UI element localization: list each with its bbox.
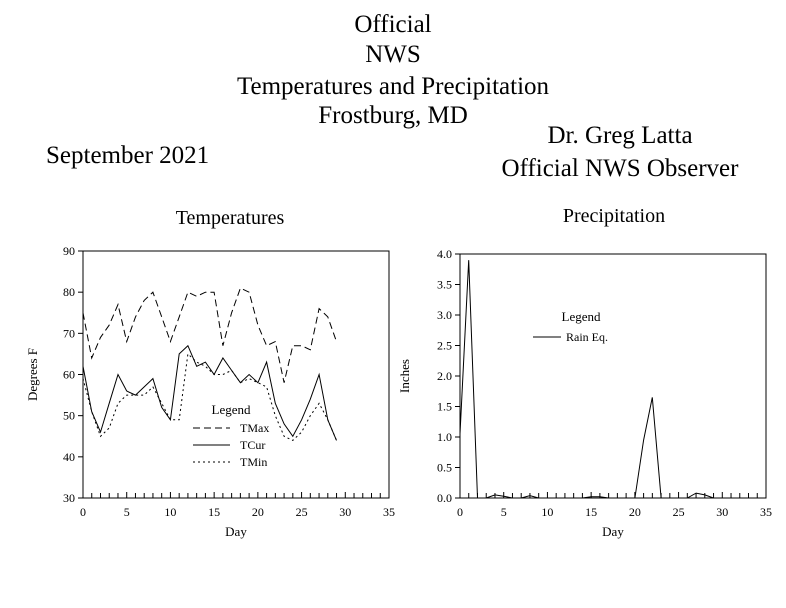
month-label: September 2021: [46, 142, 210, 169]
precip-series-rain-eq--line: [459, 260, 714, 499]
precip-x-axis-label: Day: [602, 524, 624, 539]
precip-y-tick-label: 1.0: [437, 430, 452, 444]
title-line-2: NWS: [365, 41, 421, 68]
observer-name: Dr. Greg Latta: [547, 122, 693, 149]
precip-y-tick-label: 0.5: [437, 461, 452, 475]
temp-legend-label: TCur: [240, 438, 265, 452]
precip-x-tick-label: 20: [629, 505, 641, 519]
precip-y-tick-label: 3.0: [437, 308, 452, 322]
temp-x-tick-label: 15: [208, 505, 220, 519]
temp-x-tick-label: 30: [339, 505, 351, 519]
precip-x-tick-label: 15: [585, 505, 597, 519]
precip-y-axis-label: Inches: [397, 359, 412, 393]
temp-plot-frame: [82, 250, 390, 499]
temp-y-tick-label: 50: [63, 409, 75, 423]
precip-x-tick-label: 25: [673, 505, 685, 519]
temp-chart-title: Temperatures: [176, 207, 285, 229]
temp-x-tick-label: 10: [164, 505, 176, 519]
precip-legend-label: Rain Eq.: [566, 330, 608, 344]
precip-x-tick-label: 0: [457, 505, 463, 519]
title-line-4: Frostburg, MD: [318, 102, 468, 129]
precip-x-tick-label: 35: [760, 505, 772, 519]
precip-y-tick-label: 2.0: [437, 369, 452, 383]
temp-series-tmin-line: [82, 352, 337, 441]
temp-y-tick-label: 60: [63, 368, 75, 382]
temp-y-axis-label: Degrees F: [25, 348, 40, 401]
temp-x-tick-label: 0: [80, 505, 86, 519]
temp-series-tmax-line: [82, 287, 337, 383]
precip-y-tick-label: 1.5: [437, 400, 452, 414]
temp-y-tick-label: 90: [63, 244, 75, 258]
precip-x-tick-label: 5: [501, 505, 507, 519]
temp-x-tick-label: 5: [124, 505, 130, 519]
precip-y-tick-label: 4.0: [437, 247, 452, 261]
precip-chart-title: Precipitation: [563, 205, 665, 227]
precip-plot-frame: [459, 253, 767, 499]
title-line-1: Official: [354, 11, 432, 38]
temp-y-tick-label: 80: [63, 285, 75, 299]
precip-x-tick-label: 30: [716, 505, 728, 519]
precip-y-tick-label: 3.5: [437, 278, 452, 292]
temp-legend-label: TMax: [240, 421, 269, 435]
precip-y-tick-label: 0.0: [437, 491, 452, 505]
precip-legend-title: Legend: [562, 309, 601, 324]
temp-x-tick-label: 35: [383, 505, 395, 519]
temp-x-tick-label: 25: [296, 505, 308, 519]
precip-y-tick-label: 2.5: [437, 339, 452, 353]
title-line-3: Temperatures and Precipitation: [236, 73, 550, 100]
temp-y-tick-label: 70: [63, 326, 75, 340]
temp-y-tick-label: 30: [63, 491, 75, 505]
temp-legend-title: Legend: [212, 402, 251, 417]
temp-legend-label: TMin: [240, 455, 267, 469]
temp-series-tcur-line: [82, 344, 337, 441]
temp-x-axis-label: Day: [225, 524, 247, 539]
temp-x-tick-label: 20: [252, 505, 264, 519]
precip-x-tick-label: 10: [541, 505, 553, 519]
observer-title: Official NWS Observer: [501, 155, 739, 182]
temp-y-tick-label: 40: [63, 450, 75, 464]
